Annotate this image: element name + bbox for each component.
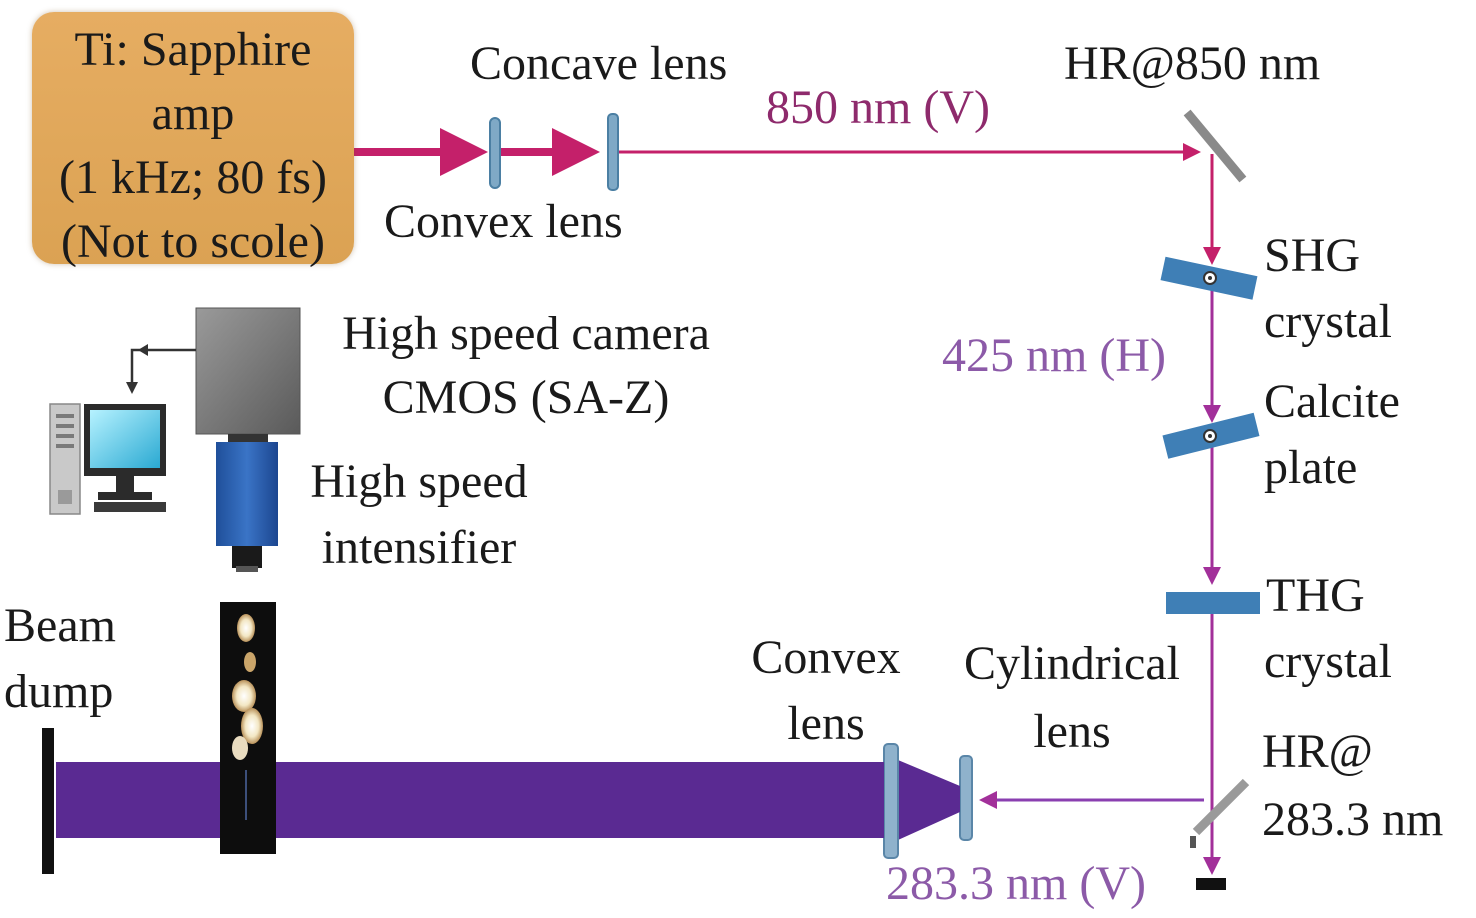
cylindrical-lens-label-line1: Cylindrical	[964, 637, 1180, 690]
convex-lens-bottom-label-line1: Convex	[751, 631, 901, 684]
intensifier-label-line1: High speed	[310, 455, 528, 508]
high-speed-camera	[195, 307, 301, 444]
hr-283-label-line2: 283.3 nm	[1262, 793, 1444, 846]
shg-label-line1: SHG	[1264, 229, 1361, 282]
camera-label-line2: CMOS (SA-Z)	[382, 371, 670, 424]
intensifier-label-line2: intensifier	[321, 521, 517, 574]
thg-label-line2: crystal	[1264, 635, 1392, 688]
flame-image	[220, 602, 276, 854]
beam-dump-label-line2: dump	[4, 665, 114, 718]
laser-label-line2: amp	[151, 87, 235, 140]
hr-283-mirror	[1192, 778, 1250, 836]
laser-label-line4: (Not to scole)	[61, 215, 325, 268]
cylindrical-lens-label-line2: lens	[1033, 705, 1111, 758]
beam-425-label: 425 nm (H)	[942, 329, 1166, 382]
hr-850-mirror	[1183, 109, 1247, 183]
thg-crystal	[1166, 592, 1260, 614]
laser-label-line3: (1 kHz; 80 fs)	[59, 151, 327, 204]
beam-850-label: 850 nm (V)	[766, 81, 990, 134]
convex-lens-bottom-optic	[883, 743, 899, 859]
beam-stop-small	[1196, 878, 1226, 890]
thg-label-line1: THG	[1266, 569, 1365, 622]
beam-dump-label-line1: Beam	[4, 599, 116, 652]
computer-icon	[49, 403, 166, 515]
cylindrical-lens-optic	[959, 755, 973, 841]
calcite-label-line2: plate	[1264, 441, 1358, 494]
camera-to-computer-line	[130, 348, 196, 386]
hr-283-label-line1: HR@	[1262, 725, 1373, 778]
calcite-label-line1: Calcite	[1264, 375, 1400, 428]
beam-cone	[898, 760, 960, 840]
beam-dump	[42, 728, 54, 874]
laser-source-box: Ti: Sapphire amp (1 kHz; 80 fs) (Not to …	[32, 12, 354, 268]
concave-lens-label: Concave lens	[470, 37, 728, 90]
convex-lens-top-label: Convex lens	[384, 195, 623, 248]
convex-lens-top-optic	[489, 117, 501, 189]
concave-lens-optic	[607, 113, 619, 191]
hr-850-label: HR@850 nm	[1064, 37, 1321, 90]
beam-283-label: 283.3 nm (V)	[886, 857, 1146, 910]
laser-label-line1: Ti: Sapphire	[74, 23, 312, 76]
shg-label-line2: crystal	[1264, 295, 1392, 348]
laser-sheet	[56, 762, 884, 838]
convex-lens-bottom-label-line2: lens	[787, 697, 865, 750]
camera-label-line1: High speed camera	[342, 307, 710, 360]
intensifier	[216, 442, 278, 572]
